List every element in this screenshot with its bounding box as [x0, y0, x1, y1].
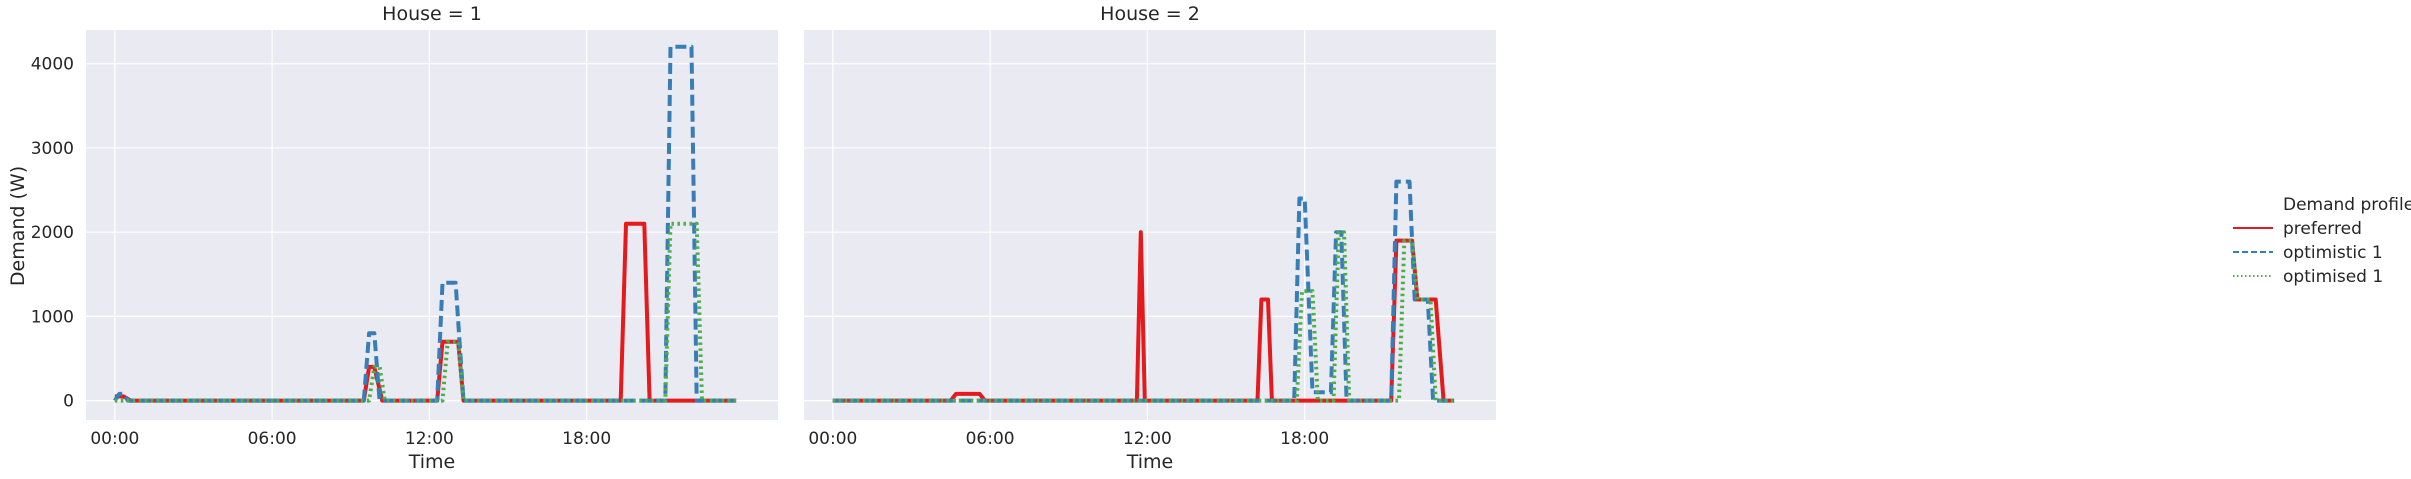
- legend-entry-preferred: preferred: [2233, 219, 2362, 239]
- x-tick-label: 12:00: [405, 429, 454, 449]
- x-tick-label: 18:00: [1280, 429, 1329, 449]
- x-axis-label: Time: [1126, 451, 1174, 473]
- y-tick-label: 2000: [31, 223, 74, 243]
- y-axis-label: Demand (W): [7, 166, 29, 286]
- panel-house-1: 0 1000 2000 3000 4000 00:00 06:00 12:00 18:00 Tim…: [31, 3, 778, 473]
- legend-title: Demand profile: [2283, 195, 2411, 215]
- panel-title: House = 1: [382, 3, 482, 25]
- y-tick-label: 1000: [31, 307, 74, 327]
- panel-title: House = 2: [1100, 3, 1200, 25]
- series-line-optimised-1: [832, 230, 1455, 403]
- series-line-preferred: [832, 230, 1455, 403]
- x-tick-label: 12:00: [1123, 429, 1172, 449]
- x-tick-label: 06:00: [966, 429, 1015, 449]
- y-tick-label: 0: [63, 392, 74, 412]
- plot-background: [804, 30, 1496, 420]
- legend-label-preferred: preferred: [2283, 219, 2362, 239]
- legend: Demand profile preferred optimistic 1 op…: [2233, 195, 2411, 287]
- legend-label-optimistic-1: optimistic 1: [2283, 243, 2383, 263]
- legend-entry-optimised-1: optimised 1: [2233, 267, 2383, 287]
- x-tick-label: 00:00: [90, 429, 139, 449]
- x-tick-label: 06:00: [248, 429, 297, 449]
- x-axis-label: Time: [408, 451, 456, 473]
- x-tick-label: 00:00: [808, 429, 857, 449]
- plot-background: [86, 30, 778, 420]
- y-tick-label: 4000: [31, 55, 74, 75]
- series-line-optimised-1: [114, 221, 737, 403]
- legend-label-optimised-1: optimised 1: [2283, 267, 2383, 287]
- legend-entry-optimistic-1: optimistic 1: [2233, 243, 2383, 263]
- x-tick-label: 18:00: [562, 429, 611, 449]
- y-tick-label: 3000: [31, 139, 74, 159]
- panel-house-2: 00:00 06:00 12:00 18:00 Time House = 2: [804, 3, 1496, 473]
